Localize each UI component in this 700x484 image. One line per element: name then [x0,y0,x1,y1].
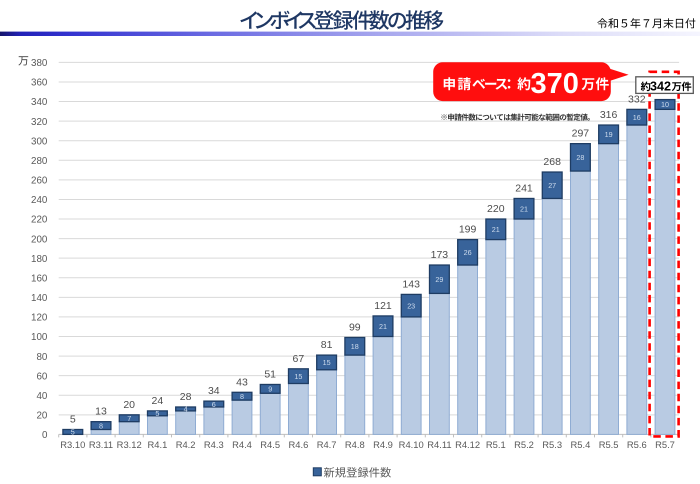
svg-text:40: 40 [36,391,47,402]
svg-text:360: 360 [31,78,48,89]
svg-text:300: 300 [31,136,48,147]
svg-text:R4.7: R4.7 [317,439,337,450]
svg-text:260: 260 [31,176,48,187]
svg-text:20: 20 [36,411,47,422]
svg-text:240: 240 [31,195,48,206]
svg-text:67: 67 [293,353,305,365]
svg-text:60: 60 [36,371,47,382]
svg-text:R4.5: R4.5 [260,439,280,450]
svg-text:R4.11: R4.11 [427,439,451,450]
svg-text:100: 100 [31,332,48,343]
svg-text:19: 19 [605,130,613,139]
svg-text:5: 5 [155,409,159,418]
svg-text:9: 9 [268,385,272,394]
svg-text:24: 24 [152,395,164,407]
svg-text:241: 241 [515,182,533,194]
svg-text:8: 8 [99,421,103,430]
svg-text:21: 21 [379,322,387,331]
svg-text:140: 140 [31,293,48,304]
svg-text:R5.2: R5.2 [514,439,534,450]
svg-text:R4.4: R4.4 [232,439,252,450]
svg-text:380: 380 [31,58,48,69]
svg-text:R4.10: R4.10 [399,439,424,450]
svg-text:0: 0 [42,430,48,441]
svg-text:280: 280 [31,156,48,167]
svg-text:R3.12: R3.12 [117,439,142,450]
svg-text:R3.11: R3.11 [89,439,113,450]
svg-text:15: 15 [323,358,331,367]
svg-text:R4.1: R4.1 [147,439,167,450]
svg-text:20: 20 [123,399,135,411]
svg-text:180: 180 [31,254,48,265]
svg-text:R4.2: R4.2 [176,439,196,450]
svg-text:R4.12: R4.12 [455,439,480,450]
svg-text:R4.3: R4.3 [204,439,224,450]
svg-text:R4.8: R4.8 [345,439,365,450]
svg-text:143: 143 [402,278,420,290]
svg-text:R5.4: R5.4 [570,439,590,450]
svg-text:199: 199 [459,224,477,236]
svg-text:21: 21 [492,225,500,234]
svg-text:21: 21 [520,204,528,213]
svg-text:200: 200 [31,234,48,245]
svg-text:340: 340 [31,97,48,108]
svg-text:160: 160 [31,274,48,285]
svg-text:81: 81 [321,339,333,351]
svg-text:173: 173 [431,249,449,261]
svg-text:18: 18 [351,342,359,351]
svg-text:268: 268 [543,156,561,168]
svg-text:220: 220 [31,215,48,226]
svg-text:23: 23 [407,301,415,310]
svg-text:R5.7: R5.7 [655,439,675,450]
svg-text:13: 13 [95,406,107,418]
svg-text:4: 4 [184,405,188,414]
svg-text:15: 15 [294,372,302,381]
svg-text:121: 121 [374,300,392,312]
svg-text:297: 297 [572,128,590,140]
svg-text:370: 370 [531,68,579,100]
svg-text:28: 28 [180,391,192,403]
svg-text:R4.9: R4.9 [373,439,393,450]
svg-text:80: 80 [36,352,47,363]
svg-text:R5.6: R5.6 [627,439,647,450]
svg-text:27: 27 [548,181,556,190]
svg-text:6: 6 [212,400,216,409]
svg-text:R4.6: R4.6 [288,439,308,450]
svg-text:R5.1: R5.1 [486,439,506,450]
svg-text:332: 332 [628,93,646,105]
svg-text:51: 51 [264,368,276,380]
svg-text:7: 7 [127,414,131,423]
svg-text:28: 28 [576,153,584,162]
svg-text:34: 34 [208,385,220,397]
svg-text:R5.5: R5.5 [599,439,619,450]
svg-text:5: 5 [71,428,75,437]
svg-text:R3.10: R3.10 [60,439,85,450]
svg-text:320: 320 [31,117,48,128]
svg-text:220: 220 [487,203,505,215]
svg-text:5: 5 [70,414,76,426]
svg-text:16: 16 [633,113,641,122]
svg-text:29: 29 [435,275,443,284]
svg-text:26: 26 [464,248,472,257]
svg-text:99: 99 [349,321,361,333]
svg-text:120: 120 [31,313,48,324]
svg-text:342: 342 [650,79,671,93]
svg-text:43: 43 [236,376,248,388]
svg-text:R5.3: R5.3 [542,439,562,450]
svg-text:8: 8 [240,392,244,401]
svg-text:316: 316 [600,109,618,121]
svg-text:10: 10 [661,100,669,109]
